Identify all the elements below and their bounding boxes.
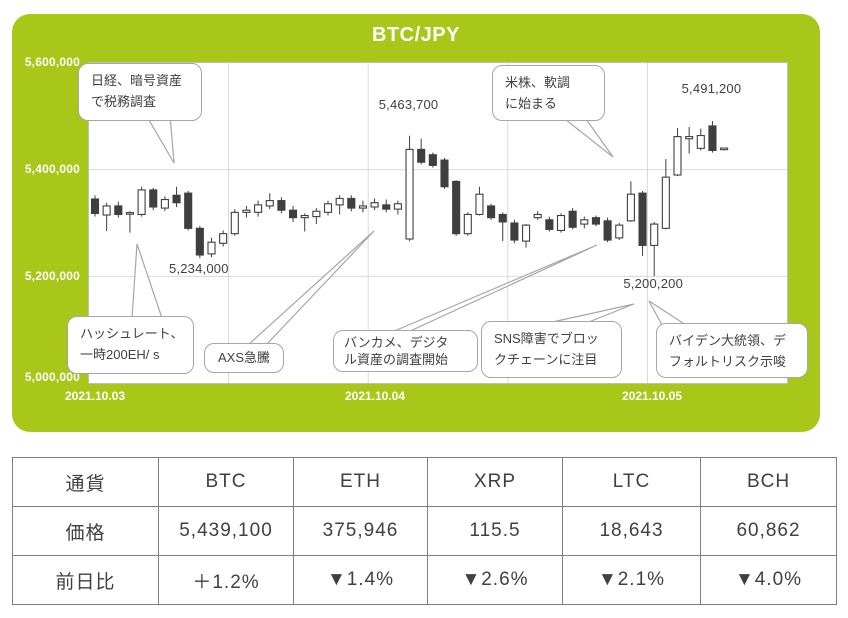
- price-xrp: 115.5: [427, 506, 563, 556]
- callout-nikkei-tax-probe: 日経、暗号資産 で税務調査: [78, 63, 202, 121]
- x-tick-date-1: 2021.10.03: [64, 389, 126, 403]
- candle-body-38: [533, 213, 542, 219]
- candle-body-42: [580, 219, 589, 225]
- price-eth: 375,946: [293, 506, 428, 556]
- candle-body-37: [521, 224, 531, 242]
- candle-body-13: [242, 209, 251, 213]
- candle-body-54: [720, 147, 729, 151]
- change-eth: ▼1.4%: [293, 555, 428, 605]
- candle-body-9: [195, 227, 204, 256]
- callout-hashrate: ハッシュレート、 一時200EH/ s: [67, 316, 194, 374]
- header-eth: ETH: [293, 457, 428, 507]
- y-tick-5000000: 5,000,000: [24, 370, 80, 384]
- header-ltc: LTC: [562, 457, 701, 507]
- candle-body-34: [487, 205, 496, 219]
- price-btc: 5,439,100: [158, 506, 294, 556]
- candle-body-49: [661, 176, 670, 229]
- candle-body-20: [323, 203, 333, 213]
- candle-body-2: [114, 205, 123, 216]
- candle-body-30: [440, 159, 449, 188]
- price-row-label: 価格: [12, 506, 159, 556]
- candle-body-52: [696, 134, 705, 149]
- candle-body-11: [219, 233, 228, 244]
- change-bch: ▼4.0%: [700, 555, 837, 605]
- crypto-price-table: 通貨 BTC ETH XRP LTC BCH 価格 5,439,100 375,…: [12, 457, 837, 605]
- y-tick-5600000: 5,600,000: [24, 55, 80, 69]
- candle-body-32: [463, 213, 472, 235]
- table-change-row: 前日比 ＋1.2% ▼1.4% ▼2.6% ▼2.1% ▼4.0%: [12, 555, 837, 605]
- candle-body-10: [207, 241, 216, 255]
- candle-body-28: [417, 148, 426, 163]
- callout-bofa-research: バンカメ、デジタ ル資産の調査開始: [333, 330, 478, 372]
- candle-body-27: [405, 148, 414, 240]
- candle-body-31: [452, 180, 461, 235]
- change-ltc: ▼2.1%: [562, 555, 701, 605]
- candle-body-4: [137, 189, 146, 216]
- callout-us-stocks-soft: 米株、軟調 に始まる: [492, 65, 605, 121]
- point-label-high-1004: 5,463,700: [378, 97, 439, 112]
- table-header-row: 通貨 BTC ETH XRP LTC BCH: [12, 457, 837, 507]
- candle-body-43: [591, 217, 601, 225]
- y-tick-5200000: 5,200,000: [24, 269, 80, 283]
- point-label-high-1005: 5,491,200: [681, 81, 742, 96]
- candle-body-18: [300, 214, 309, 219]
- header-btc: BTC: [158, 457, 294, 507]
- table-price-row: 価格 5,439,100 375,946 115.5 18,643 60,862: [12, 506, 837, 556]
- candle-body-16: [277, 200, 286, 211]
- point-label-low-1005: 5,200,200: [623, 276, 683, 291]
- candle-body-7: [172, 194, 181, 204]
- callout-axs-surge: AXS急騰: [204, 343, 284, 373]
- x-tick-date-3: 2021.10.05: [621, 389, 683, 403]
- candle-body-21: [335, 197, 344, 206]
- candle-body-6: [160, 198, 169, 209]
- candle-body-3: [125, 212, 135, 215]
- candle-body-35: [498, 213, 507, 223]
- candle-body-23: [358, 205, 368, 209]
- candle-body-45: [615, 224, 624, 239]
- candle-body-40: [556, 214, 566, 232]
- candle-body-26: [393, 203, 402, 210]
- candle-body-1: [102, 205, 111, 216]
- candle-body-5: [149, 189, 158, 208]
- candle-body-50: [673, 136, 682, 176]
- candle-body-33: [475, 193, 484, 216]
- header-bch: BCH: [700, 457, 837, 507]
- header-xrp: XRP: [427, 457, 563, 507]
- candle-body-25: [382, 204, 391, 210]
- change-btc: ＋1.2%: [158, 555, 294, 605]
- y-tick-5400000: 5,400,000: [24, 162, 80, 176]
- change-xrp: ▼2.6%: [427, 555, 563, 605]
- x-tick-date-2: 2021.10.04: [344, 389, 406, 403]
- candle-body-51: [685, 136, 694, 140]
- candle-body-22: [347, 197, 356, 209]
- price-ltc: 18,643: [562, 506, 701, 556]
- point-label-low-1003: 5,234,000: [169, 261, 229, 276]
- candle-body-8: [184, 192, 193, 229]
- candle-body-44: [603, 220, 612, 241]
- candle-body-29: [428, 154, 437, 166]
- callout-sns-outage: SNS障害でブロッ クチェーンに注目: [481, 321, 622, 378]
- chart-title: BTC/JPY: [372, 24, 460, 46]
- candle-body-46: [626, 193, 635, 222]
- candle-body-14: [254, 204, 263, 213]
- candle-body-53: [708, 125, 717, 152]
- candle-body-48: [650, 223, 659, 246]
- candle-body-0: [90, 198, 100, 214]
- candle-body-15: [265, 200, 274, 207]
- candle-body-39: [545, 219, 554, 230]
- candle-body-47: [638, 192, 647, 246]
- header-currency: 通貨: [12, 457, 159, 507]
- candle-body-17: [289, 209, 298, 219]
- price-bch: 60,862: [700, 506, 837, 556]
- candle-body-24: [370, 202, 379, 208]
- candle-body-41: [568, 210, 577, 228]
- candle-body-36: [510, 222, 519, 241]
- candle-body-12: [230, 211, 239, 235]
- candle-body-19: [312, 210, 321, 218]
- change-row-label: 前日比: [12, 555, 159, 605]
- callout-biden-default-risk: バイデン大統領、デ フォルトリスク示唆: [656, 323, 808, 378]
